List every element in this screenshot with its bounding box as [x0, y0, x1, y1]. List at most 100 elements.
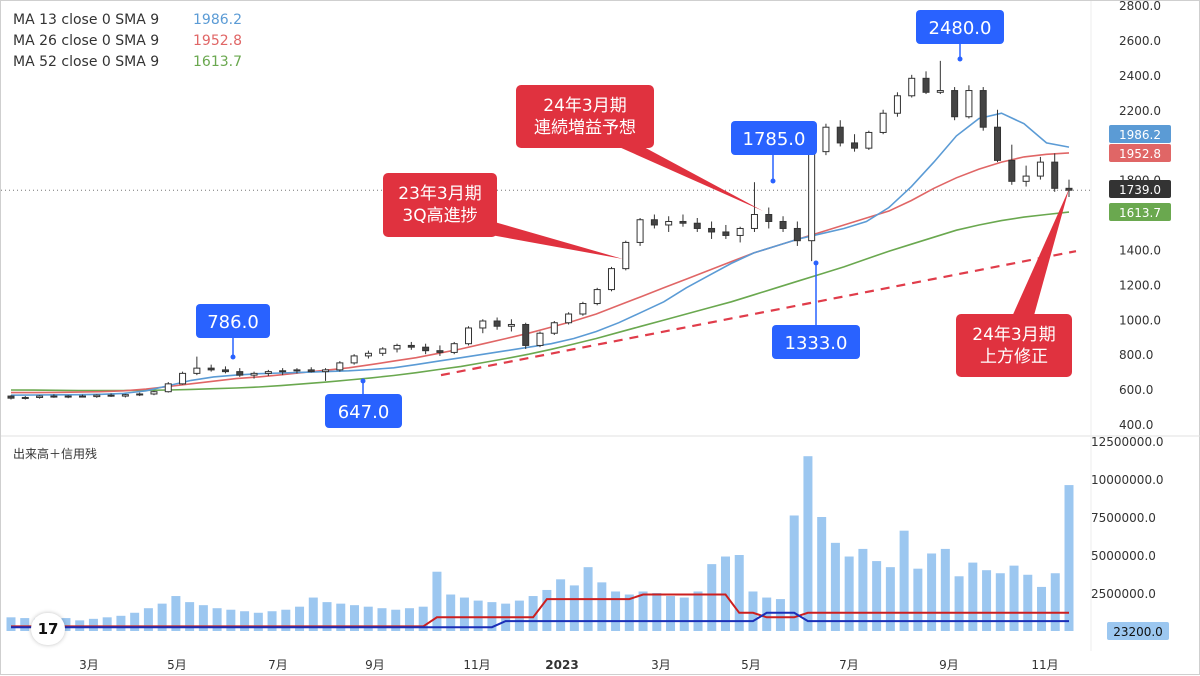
price-tick-label: 600.0 [1119, 383, 1153, 397]
volume-bar [267, 611, 277, 631]
callout-note-24-3-line1: 24年3月期 [543, 96, 626, 116]
candle-body [78, 395, 86, 398]
volume-bar [20, 618, 30, 631]
candle-body [622, 241, 630, 270]
callout-high-2480-dot [957, 56, 963, 62]
volume-bar [1023, 574, 1033, 631]
candle-body [436, 350, 444, 353]
volume-bar [817, 517, 827, 631]
volume-bar [858, 548, 868, 631]
volume-bar [281, 609, 291, 631]
candle-body [793, 227, 801, 242]
volume-bar [611, 591, 621, 631]
volume-bar [624, 594, 634, 631]
volume-bar [336, 603, 346, 631]
price-tag-ma26-bg [1109, 144, 1171, 162]
volume-bar [954, 576, 964, 631]
legend-ma13-label: MA 13 close 0 SMA 9 [13, 12, 160, 28]
volume-bar [404, 608, 414, 631]
volume-bar [391, 609, 401, 631]
candle-body [593, 289, 601, 305]
volume-bar [927, 553, 937, 631]
volume-bar [212, 608, 222, 631]
x-axis-label: 11月 [463, 658, 490, 672]
volume-bar [1037, 586, 1047, 631]
volume-bar [1064, 485, 1074, 631]
volume-bar [679, 597, 689, 631]
volume-bar [350, 605, 360, 631]
price-tick-label: 800.0 [1119, 348, 1153, 362]
x-axis-label: 2023 [545, 658, 578, 672]
volume-bar [1050, 573, 1060, 631]
volume-tick-label: 7500000.0 [1091, 511, 1156, 525]
volume-bar [6, 617, 16, 631]
price-tag-last: 1739.0 [1119, 183, 1161, 197]
legend-ma13-value: 1986.2 [193, 12, 242, 28]
volume-bar [116, 615, 126, 631]
price-tag-last-bg [1109, 180, 1171, 198]
price-tag-ma26: 1952.8 [1119, 147, 1161, 161]
candle-body [450, 343, 458, 353]
volume-bar [253, 612, 263, 631]
volume-bar [446, 594, 456, 631]
candle-body [322, 369, 330, 373]
price-tag-ma13: 1986.2 [1119, 128, 1161, 142]
volume-bar [982, 570, 992, 631]
volume-tag-bg [1107, 622, 1169, 640]
callout-high-2480-box [916, 10, 1004, 44]
candle-body [350, 355, 358, 364]
ma13-line [10, 112, 1070, 396]
callout-note-23-3-box [383, 173, 497, 237]
candle-body [607, 268, 615, 291]
legend-ma52-label: MA 52 close 0 SMA 9 [13, 54, 160, 70]
candle-body [493, 320, 501, 327]
candle-body [307, 369, 315, 373]
trend-line [440, 250, 1077, 377]
callout-high-2480: 2480.0 [929, 18, 992, 39]
candle-body [936, 90, 944, 93]
callout-note-23-3-line2: 3Q高進捗 [402, 206, 477, 226]
ma52-line [10, 211, 1070, 392]
candle-body [279, 370, 287, 373]
volume-bar [157, 603, 167, 631]
candle-body [836, 126, 844, 144]
volume-bar [940, 548, 950, 631]
volume-bar [198, 605, 208, 631]
candle-body [650, 219, 658, 226]
volume-bar [707, 564, 717, 631]
volume-tick-label: 12500000.0 [1091, 435, 1164, 449]
callout-high-786-box [196, 304, 270, 338]
candle-body [951, 90, 959, 118]
volume-tick-label: 10000000.0 [1091, 473, 1164, 487]
price-tick-label: 1000.0 [1119, 313, 1161, 327]
candle-body [179, 372, 187, 385]
volume-bar [88, 618, 98, 631]
tradingview-logo[interactable]: 17 [31, 613, 65, 645]
volume-bar [514, 600, 524, 631]
candle-body [21, 396, 29, 399]
callout-note-up-line2: 上方修正 [980, 347, 1048, 367]
candle-body [1036, 161, 1044, 177]
candle-body [765, 214, 773, 222]
price-tick-label: 1400.0 [1119, 243, 1161, 257]
candle-body [422, 346, 430, 352]
candle-body [236, 371, 244, 376]
volume-bar [693, 591, 703, 631]
candle-body [851, 142, 859, 149]
callout-low-647: 647.0 [338, 402, 390, 423]
volume-bar [913, 568, 923, 631]
candle-body [379, 348, 387, 354]
candle-body [364, 352, 372, 357]
candle-body [536, 332, 544, 346]
candle-body [908, 77, 916, 97]
candle-body [665, 220, 673, 226]
x-axis-label: 3月 [79, 658, 99, 672]
volume-bar [185, 602, 195, 631]
volume-bar [1009, 565, 1019, 631]
candle-body [965, 90, 973, 118]
volume-bar [363, 606, 373, 631]
x-axis-label: 7月 [268, 658, 288, 672]
price-tick-label: 400.0 [1119, 418, 1153, 432]
candle-body [865, 131, 873, 149]
